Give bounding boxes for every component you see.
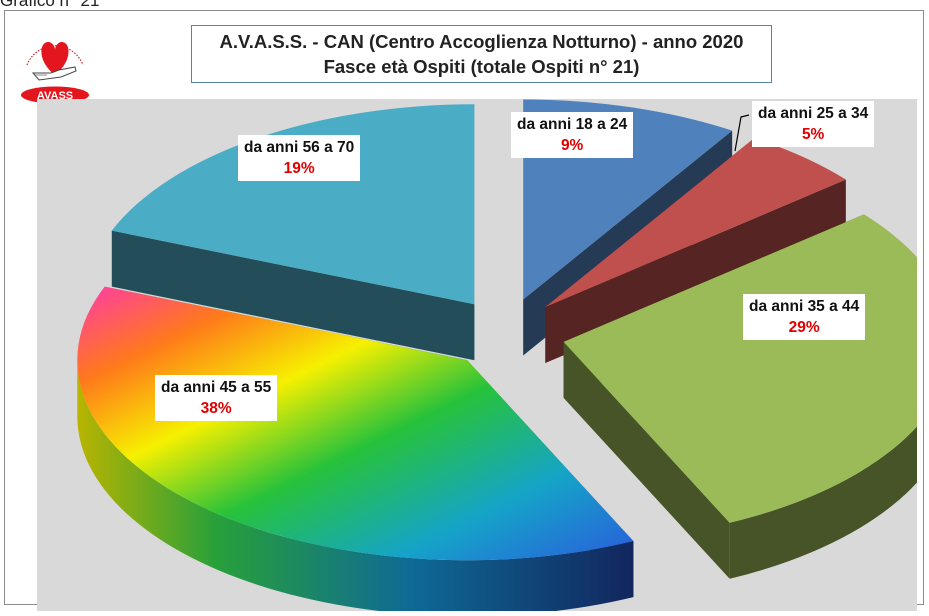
chart-frame: AVASS A.V.A.S.S. - CAN (Centro Accoglien… [4,10,929,616]
pie-slice-25-34 [545,138,846,364]
data-label-35-44: da anni 35 a 44 29% [743,294,866,340]
data-label-category: da anni 18 a 24 [517,116,628,133]
chart-subtitle: Fasce età Ospiti (totale Ospiti n° 21) [323,56,640,77]
heart-hand-icon: AVASS [21,41,89,104]
slice-inner-wall [111,230,475,361]
data-label-category: da anni 56 a 70 [244,139,355,156]
avass-logo: AVASS [17,25,93,105]
data-label-18-24: da anni 18 a 24 9% [511,112,634,158]
slice-outer-wall [77,360,634,616]
data-label-percent: 5% [801,126,825,143]
data-label-category: da anni 45 a 55 [161,379,272,396]
slice-outer-wall [729,411,929,579]
slice-top-face [563,214,929,523]
slice-inner-wall [563,341,730,579]
data-label-25-34: da anni 25 a 34 5% [752,101,875,147]
data-label-percent: 19% [283,160,315,177]
data-label-percent: 38% [200,400,232,417]
figure-caption: Grafico n° 21 [0,0,100,10]
slice-top-face [111,104,475,305]
data-label-category: da anni 25 a 34 [758,105,869,122]
chart-title-box: A.V.A.S.S. - CAN (Centro Accoglienza Not… [191,25,772,83]
data-label-56-70: da anni 56 a 70 19% [238,135,361,181]
pie-chart [37,99,929,616]
data-label-45-55: da anni 45 a 55 38% [155,375,278,421]
chart-title: A.V.A.S.S. - CAN (Centro Accoglienza Not… [219,31,744,52]
pie-slice-45-55 [77,286,634,616]
slice-inner-wall [545,179,846,364]
pie-slice-56-70 [111,104,475,361]
slice-top-face [545,138,846,308]
pie-slice-35-44 [563,214,929,579]
leader-line [734,114,750,152]
data-label-percent: 9% [560,137,584,154]
slice-top-face [77,286,634,561]
plot-area: da anni 56 a 70 19% da anni 18 a 24 9% d… [37,99,929,616]
data-label-category: da anni 35 a 44 [749,298,860,315]
data-label-percent: 29% [788,319,820,336]
